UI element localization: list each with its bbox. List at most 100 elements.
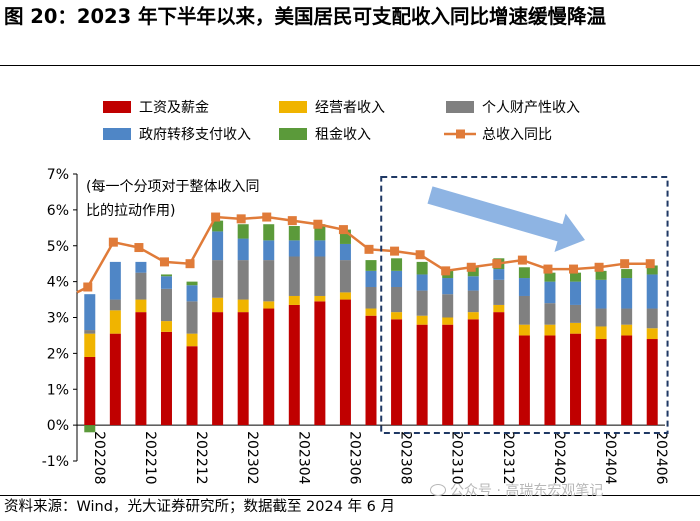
bar-segment xyxy=(544,272,556,282)
bar-segment xyxy=(339,260,351,293)
y-tick-label: 7% xyxy=(47,167,69,183)
bar-segment xyxy=(135,272,147,300)
highlight-box xyxy=(380,176,669,434)
bar-segment xyxy=(416,261,428,275)
bar-segment xyxy=(212,220,224,232)
total-income-marker xyxy=(543,264,553,274)
bar-segment xyxy=(365,260,377,271)
x-tick-label: 202208 xyxy=(91,431,107,484)
bar-segment xyxy=(646,328,658,340)
bar-segment xyxy=(237,260,249,300)
bar-segment xyxy=(109,299,121,311)
bar-segment xyxy=(416,315,428,325)
total-income-marker xyxy=(185,259,195,269)
bar-segment xyxy=(518,278,530,296)
bar-segment xyxy=(84,356,96,426)
bar-segment xyxy=(391,270,403,288)
bar-segment xyxy=(263,240,275,261)
bar-segment xyxy=(288,256,300,296)
bar-segment xyxy=(518,324,530,336)
bar-segment xyxy=(544,324,556,336)
legend-label: 租金收入 xyxy=(315,127,371,143)
bar-segment xyxy=(621,324,633,336)
bar-segment xyxy=(467,276,479,291)
x-tick-label: 202210 xyxy=(142,431,158,484)
bar-segment xyxy=(84,333,96,357)
bar-segment xyxy=(160,288,172,322)
bar-segment xyxy=(493,269,505,280)
x-tick-label: 202406 xyxy=(653,431,669,485)
bar-segment xyxy=(339,243,351,261)
bar-segment xyxy=(314,224,326,241)
bar-segment xyxy=(212,260,224,298)
bar-segment xyxy=(109,333,121,426)
bar-segment xyxy=(621,308,633,325)
bar-segment xyxy=(288,240,300,257)
total-income-marker xyxy=(492,259,502,269)
bar-segment xyxy=(493,312,505,426)
bar-segment xyxy=(621,278,633,309)
bar-segment xyxy=(365,315,377,426)
x-tick-label: 202306 xyxy=(346,431,362,485)
bar-segment xyxy=(314,295,326,302)
bar-segment xyxy=(237,312,249,426)
bar-segment xyxy=(391,287,403,313)
total-income-marker xyxy=(287,216,297,226)
bar-segment xyxy=(212,312,224,426)
x-tick-label: 202304 xyxy=(295,431,311,485)
legend-swatch xyxy=(279,128,307,140)
total-income-marker xyxy=(134,243,144,253)
bar-segment xyxy=(544,281,556,304)
bar-segment xyxy=(442,324,454,426)
bar-segment xyxy=(237,299,249,313)
source-divider xyxy=(0,495,700,496)
bar-segment xyxy=(288,226,300,241)
total-income-marker xyxy=(517,255,527,265)
y-tick-label: 5% xyxy=(47,239,69,255)
bar-segment xyxy=(288,295,300,305)
chart-title: 图 20：2023 年下半年以来，美国居民可支配收入同比增速缓慢降温 xyxy=(4,5,606,28)
bar-segment xyxy=(186,346,198,426)
bar-segment xyxy=(160,331,172,426)
bar-segment xyxy=(186,281,198,286)
bar-segment xyxy=(467,319,479,426)
bar-segment xyxy=(314,240,326,257)
bar-segment xyxy=(160,274,172,277)
x-tick-label: 202308 xyxy=(398,431,414,484)
total-income-marker xyxy=(466,262,476,272)
total-income-marker xyxy=(364,244,374,254)
trend-arrow-icon xyxy=(427,186,585,252)
legend-swatch xyxy=(103,128,131,140)
x-tick-label: 202212 xyxy=(193,431,209,484)
y-tick-label: 6% xyxy=(47,203,69,219)
bar-segment xyxy=(595,339,607,426)
source-note: 资料来源：Wind，光大证券研究所；数据截至 2024 年 6 月 xyxy=(4,499,396,515)
bar-segment xyxy=(288,304,300,426)
bar-segment xyxy=(493,304,505,313)
bar-segment xyxy=(263,260,275,302)
bar-segment xyxy=(416,324,428,426)
bar-segment xyxy=(595,308,607,327)
bar-segment xyxy=(84,294,96,331)
x-tick-label: 202312 xyxy=(500,431,516,484)
total-income-marker xyxy=(211,212,221,222)
bar-segment xyxy=(339,229,351,244)
total-income-marker xyxy=(620,259,630,269)
bar-segment xyxy=(365,270,377,288)
total-income-marker xyxy=(390,246,400,256)
legend-swatch xyxy=(446,101,474,113)
watermark-text: 公众号 · 高瑞东宏观笔记 xyxy=(450,483,604,499)
legend-label: 经营者收入 xyxy=(315,100,385,116)
bar-segment xyxy=(135,261,147,273)
bar-segment xyxy=(391,258,403,271)
legend-label: 个人财产性收入 xyxy=(482,100,580,116)
bar-segment xyxy=(365,287,377,309)
bar-segment xyxy=(339,299,351,426)
x-tick-label: 202402 xyxy=(551,431,567,484)
bar-segment xyxy=(518,335,530,426)
y-tick-label: 1% xyxy=(47,382,69,398)
bar-segment xyxy=(544,303,556,325)
total-income-marker xyxy=(338,225,348,235)
watermark: 公众号 · 高瑞东宏观笔记 xyxy=(430,480,603,500)
